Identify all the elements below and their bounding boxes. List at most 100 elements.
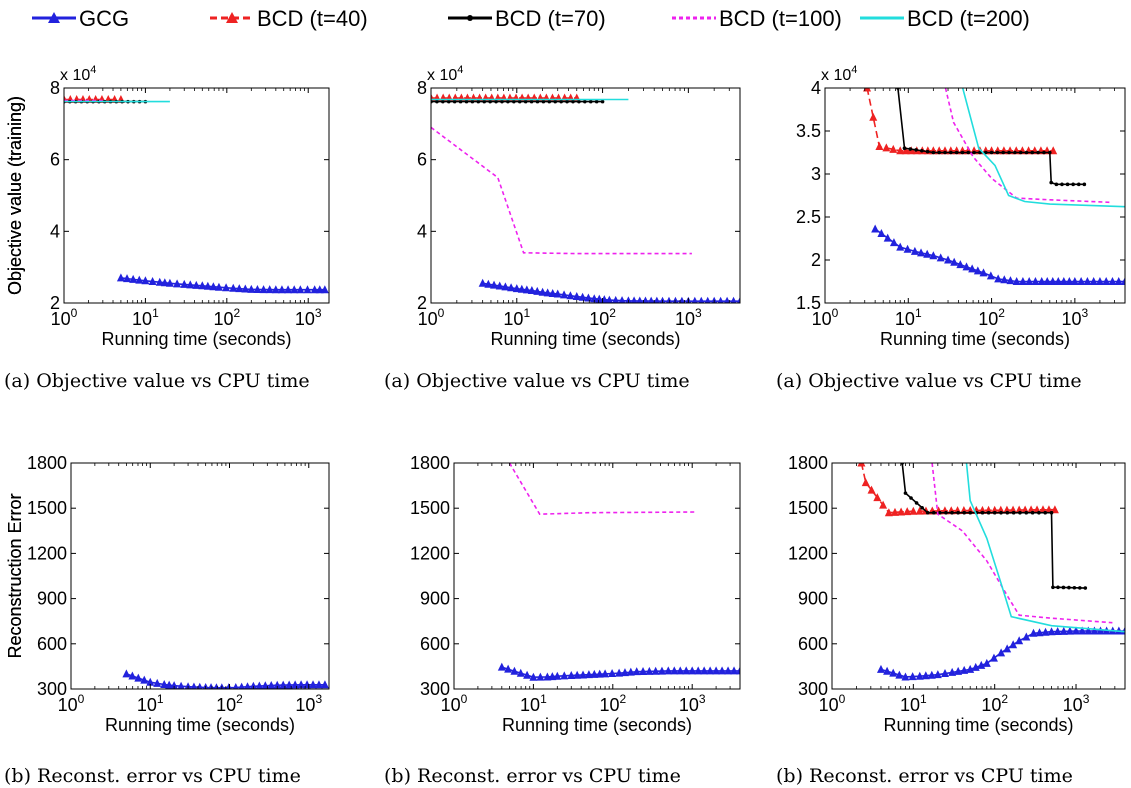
y-tick-label: 1200 (788, 543, 828, 563)
data-point-marker (1018, 150, 1023, 155)
plot-frame (70, 462, 330, 690)
x-axis-label: Running time (seconds) (883, 715, 1073, 735)
data-point-marker (1083, 277, 1092, 285)
caption-bottom-2: (b) Reconst. error vs CPU time (384, 765, 681, 787)
data-point-marker (883, 233, 892, 242)
data-point-marker (500, 99, 504, 104)
data-point-marker (990, 505, 999, 514)
data-point-marker (871, 224, 880, 233)
data-point-marker (1054, 277, 1063, 285)
x-tick-label: 102 (978, 306, 1005, 329)
data-point-marker (284, 285, 293, 294)
y-tick-label: 2.5 (796, 207, 821, 227)
data-point-marker (553, 289, 562, 298)
data-point-marker (736, 296, 740, 303)
data-point-marker (547, 99, 552, 104)
data-point-marker (186, 280, 195, 289)
data-point-marker (879, 500, 888, 509)
data-point-marker (470, 99, 475, 104)
data-point-marker (1005, 510, 1010, 515)
data-point-marker (435, 99, 439, 104)
plot-frame (430, 87, 741, 304)
data-point-marker (1065, 626, 1074, 635)
data-point-marker (968, 264, 977, 273)
data-point-marker (482, 99, 487, 104)
data-point-marker (979, 268, 988, 277)
data-point-marker (577, 99, 581, 104)
y-tick-label: 600 (798, 634, 828, 654)
data-point-marker (984, 505, 993, 514)
x-axis-label: Running time (seconds) (502, 715, 692, 735)
data-point-marker (1095, 277, 1104, 285)
legend-entry-bcd-t-100: BCD (t=100) (672, 6, 842, 31)
data-point-marker (605, 295, 614, 303)
data-point-marker (618, 296, 626, 303)
x-tick-label: 100 (58, 692, 85, 715)
data-point-marker (490, 280, 499, 289)
y-tick-label: 1500 (410, 498, 450, 518)
data-point-marker (535, 99, 540, 104)
y-tick-label: 2 (50, 293, 60, 313)
data-point-marker (698, 296, 705, 303)
data-point-marker (198, 281, 207, 290)
data-point-marker (1114, 277, 1123, 285)
caption-bottom-1: (b) Reconst. error vs CPU time (4, 765, 301, 787)
data-point-marker (523, 99, 528, 104)
data-point-marker (1121, 626, 1125, 635)
data-point-marker (933, 670, 942, 679)
data-point-marker (165, 278, 174, 287)
data-point-marker (296, 285, 305, 294)
data-point-marker (566, 291, 575, 300)
data-point-marker (1082, 182, 1087, 187)
x-tick-label: 101 (503, 306, 530, 329)
data-point-marker (657, 666, 666, 675)
data-point-marker (559, 99, 563, 104)
data-point-marker (982, 658, 991, 667)
data-point-marker (1011, 510, 1016, 515)
data-point-marker (180, 279, 189, 288)
data-point-marker (1043, 510, 1048, 515)
data-point-marker (626, 667, 635, 676)
data-point-marker (297, 680, 306, 689)
series-line (860, 463, 1055, 514)
data-point-marker (950, 257, 959, 266)
data-point-marker (247, 284, 256, 293)
data-point-marker (501, 282, 510, 291)
data-point-marker (664, 666, 673, 675)
series-group (497, 463, 740, 681)
data-point-marker (1022, 632, 1031, 641)
caption-top-3: (a) Objective value vs CPU time (776, 370, 1082, 392)
data-point-marker (927, 670, 936, 679)
data-point-marker (527, 285, 536, 294)
data-point-marker (522, 285, 531, 294)
data-point-marker (504, 664, 513, 673)
legend-label: BCD (t=100) (719, 6, 842, 31)
data-point-marker (717, 296, 724, 303)
x-axis-label: Running time (seconds) (880, 329, 1070, 349)
y-tick-label: 300 (420, 679, 450, 699)
data-point-marker (123, 274, 132, 283)
data-point-marker (973, 266, 982, 275)
y-axis-multiplier: x 104 (821, 64, 857, 84)
data-point-marker (962, 262, 971, 271)
data-point-marker (594, 99, 599, 104)
data-point-marker (909, 506, 918, 515)
data-point-marker (1108, 277, 1117, 285)
legend: GCG BCD (t=40) BCD (t=70) BCD (t=100) BCD (t… (32, 6, 1030, 31)
data-point-marker (512, 284, 521, 293)
data-point-marker (253, 284, 262, 293)
data-point-marker (543, 288, 552, 297)
data-point-marker (1071, 182, 1075, 187)
data-point-marker (960, 150, 965, 155)
data-point-marker (925, 510, 930, 515)
data-point-marker (1089, 277, 1098, 285)
data-point-marker (1065, 182, 1070, 187)
data-point-marker (255, 681, 264, 689)
data-point-marker (170, 681, 179, 689)
data-point-marker (203, 281, 212, 290)
data-point-marker (897, 507, 906, 516)
data-point-marker (884, 508, 893, 517)
data-point-marker (600, 99, 605, 104)
data-point-marker (320, 285, 329, 294)
data-point-marker (1037, 277, 1046, 285)
